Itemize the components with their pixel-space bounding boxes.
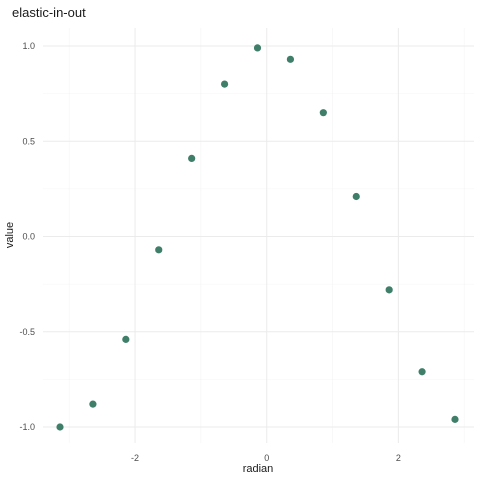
y-tick-label: 0.5 (22, 136, 35, 146)
y-tick-label: -0.5 (19, 327, 35, 337)
data-point (56, 423, 64, 431)
data-point (385, 286, 393, 294)
data-point (122, 335, 130, 343)
x-axis-title: radian (243, 463, 274, 475)
data-point (89, 400, 97, 408)
data-point (286, 55, 295, 63)
y-tick-label: -1.0 (19, 422, 35, 432)
data-point (352, 192, 360, 201)
y-tick-label: 0.0 (22, 232, 35, 242)
y-tick-label: 1.0 (22, 41, 35, 51)
data-points (56, 44, 459, 431)
x-tick-label: 0 (264, 453, 269, 463)
data-point (418, 368, 426, 376)
data-point (188, 154, 196, 162)
data-point (451, 415, 459, 423)
chart-title: elastic-in-out (12, 5, 86, 20)
tick-labels: -2 0 2 -1.0 -0.5 0.0 0.5 1.0 (19, 41, 400, 463)
data-point (319, 109, 327, 117)
data-point (220, 80, 229, 88)
grid (43, 28, 474, 443)
x-tick-label: 2 (396, 453, 401, 463)
y-axis-title: value (4, 222, 16, 248)
data-point (253, 44, 262, 52)
x-tick-label: -2 (131, 453, 139, 463)
data-point (155, 246, 163, 254)
